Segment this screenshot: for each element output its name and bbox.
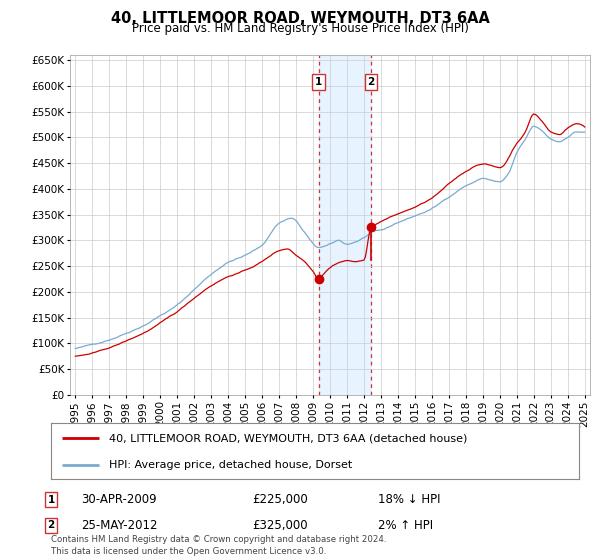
Text: 1: 1 xyxy=(47,494,55,505)
Text: 30-APR-2009: 30-APR-2009 xyxy=(81,493,157,506)
Text: £225,000: £225,000 xyxy=(252,493,308,506)
Text: 25-MAY-2012: 25-MAY-2012 xyxy=(81,519,157,532)
Text: 1: 1 xyxy=(315,77,322,87)
Text: 40, LITTLEMOOR ROAD, WEYMOUTH, DT3 6AA: 40, LITTLEMOOR ROAD, WEYMOUTH, DT3 6AA xyxy=(110,11,490,26)
Text: 2: 2 xyxy=(47,520,55,530)
Text: 40, LITTLEMOOR ROAD, WEYMOUTH, DT3 6AA (detached house): 40, LITTLEMOOR ROAD, WEYMOUTH, DT3 6AA (… xyxy=(109,433,467,444)
Text: Contains HM Land Registry data © Crown copyright and database right 2024.
This d: Contains HM Land Registry data © Crown c… xyxy=(51,535,386,556)
Text: £325,000: £325,000 xyxy=(252,519,308,532)
Text: HPI: Average price, detached house, Dorset: HPI: Average price, detached house, Dors… xyxy=(109,460,352,470)
Bar xyxy=(319,55,371,395)
Text: Price paid vs. HM Land Registry's House Price Index (HPI): Price paid vs. HM Land Registry's House … xyxy=(131,22,469,35)
Text: 2: 2 xyxy=(367,77,374,87)
Text: 2% ↑ HPI: 2% ↑ HPI xyxy=(378,519,433,532)
Text: 18% ↓ HPI: 18% ↓ HPI xyxy=(378,493,440,506)
